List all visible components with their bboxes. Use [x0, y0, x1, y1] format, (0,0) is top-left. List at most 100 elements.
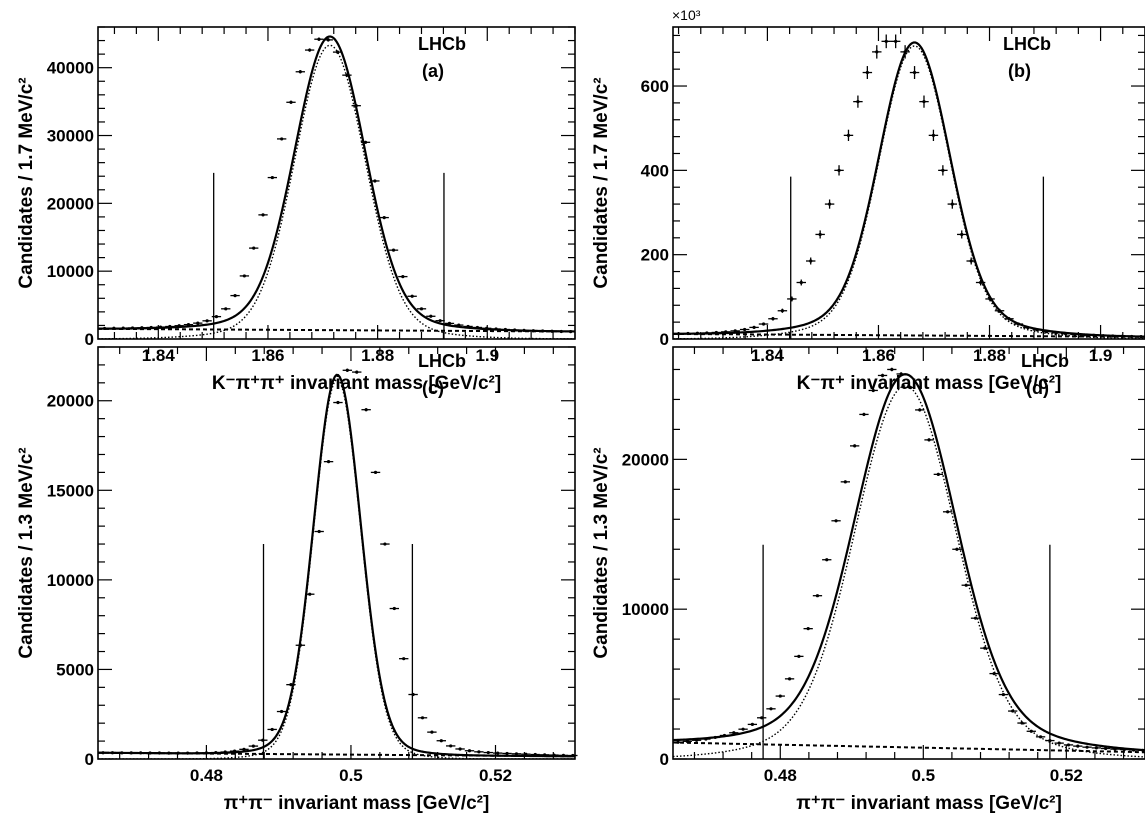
data-point: [465, 749, 474, 752]
y-tick-label: 0: [660, 330, 669, 349]
y-tick-label: 15000: [47, 481, 94, 500]
data-point-marker: [696, 332, 699, 335]
data-point: [221, 307, 230, 310]
data-point-marker: [112, 327, 115, 330]
data-point-marker: [224, 750, 227, 753]
data-point-marker: [993, 672, 996, 675]
data-point-marker: [261, 739, 264, 742]
data-point-marker: [421, 716, 424, 719]
data-point-marker: [686, 332, 689, 335]
data-point-marker: [965, 584, 968, 587]
data-point-marker: [1048, 739, 1051, 742]
data-point-marker: [1111, 334, 1114, 337]
axes-frame: [673, 347, 1145, 759]
data-point-marker: [487, 751, 490, 754]
data-point: [202, 319, 211, 322]
data-point-marker: [196, 322, 199, 325]
data-point-marker: [695, 739, 698, 742]
x-tick-label: 1.86: [862, 346, 895, 365]
data-point-marker: [1083, 333, 1086, 336]
data-points: [673, 368, 1145, 752]
data-point-marker: [724, 330, 727, 333]
x-tick-label: 0.52: [479, 766, 512, 785]
data-point-marker: [187, 323, 190, 326]
data-point-marker: [970, 259, 973, 262]
data-point: [806, 257, 815, 264]
data-point: [389, 249, 398, 252]
experiment-label: LHCb: [418, 351, 466, 371]
data-point-marker: [866, 71, 869, 74]
data-points: [98, 369, 577, 757]
data-point-marker: [941, 169, 944, 172]
data-point-marker: [1007, 317, 1010, 320]
data-point: [502, 752, 511, 755]
data-point-marker: [215, 315, 218, 318]
data-point: [277, 137, 286, 140]
data-point-marker: [909, 386, 912, 389]
data-point-marker: [1039, 735, 1042, 738]
data-point-marker: [771, 317, 774, 320]
data-point-marker: [327, 460, 330, 463]
axes-frame: [98, 27, 575, 339]
data-point: [380, 542, 389, 545]
x-axis-title: π⁺π⁻ invariant mass [GeV/c²]: [796, 793, 1062, 814]
data-point-marker: [355, 370, 358, 373]
curves: [673, 42, 1145, 338]
data-point-marker: [837, 169, 840, 172]
x-tick-label: 1.9: [1089, 346, 1113, 365]
data-point-marker: [543, 753, 546, 756]
data-point-marker: [743, 328, 746, 331]
panel-c: 0.48 0.5 0.5205000100001500020000π⁺π⁻ inva…: [16, 347, 578, 814]
data-point-marker: [271, 176, 274, 179]
data-point-marker: [430, 731, 433, 734]
data-point: [797, 280, 806, 286]
data-point-marker: [1067, 743, 1070, 746]
data-point-marker: [289, 683, 292, 686]
data-point-marker: [816, 594, 819, 597]
data-point-marker: [714, 736, 717, 739]
data-point: [1017, 721, 1026, 724]
data-point-marker: [130, 751, 133, 754]
data-point-marker: [457, 323, 460, 326]
data-point-marker: [1026, 326, 1029, 329]
plot-area: [673, 34, 1145, 339]
data-point-marker: [676, 741, 679, 744]
x-tick-label: 1.86: [251, 346, 284, 365]
data-point: [919, 96, 928, 108]
data-point-marker: [440, 739, 443, 742]
y-tick-label: 10000: [47, 262, 94, 281]
data-point: [267, 728, 276, 731]
data-point-marker: [308, 593, 311, 596]
data-point: [962, 584, 971, 587]
data-point: [268, 176, 277, 179]
y-tick-label: 600: [641, 77, 669, 96]
data-point-marker: [243, 274, 246, 277]
data-point-marker: [751, 723, 754, 726]
y-axis-title: Candidates / 1.7 MeV/c²: [16, 77, 37, 288]
data-point-marker: [723, 734, 726, 737]
data-point-marker: [922, 100, 925, 103]
background-curve: [673, 743, 1145, 753]
data-point-marker: [214, 751, 217, 754]
data-point-marker: [686, 740, 689, 743]
plot-area: [98, 369, 578, 759]
data-point: [417, 307, 426, 310]
data-point-marker: [932, 134, 935, 137]
data-point-marker: [336, 50, 339, 53]
data-point-marker: [504, 328, 507, 331]
y-tick-label: 20000: [622, 450, 669, 469]
data-point-marker: [769, 707, 772, 710]
x-tick-label: 0.48: [190, 766, 223, 785]
data-point: [815, 230, 824, 238]
data-point: [831, 519, 840, 522]
y-tick-label: 200: [641, 246, 669, 265]
panel-d: 0.48 0.5 0.5201000020000π⁺π⁻ invariant mas…: [591, 347, 1145, 814]
data-point-marker: [101, 751, 104, 754]
data-point: [787, 296, 796, 301]
data-point: [822, 558, 831, 561]
panel-letter-label: (c): [422, 378, 444, 398]
data-point-marker: [951, 202, 954, 205]
data-point: [484, 751, 493, 754]
data-point-marker: [206, 319, 209, 322]
data-point: [455, 747, 464, 750]
